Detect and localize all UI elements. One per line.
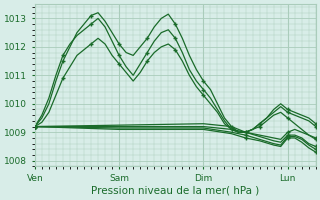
X-axis label: Pression niveau de la mer( hPa ): Pression niveau de la mer( hPa ) (91, 186, 260, 196)
